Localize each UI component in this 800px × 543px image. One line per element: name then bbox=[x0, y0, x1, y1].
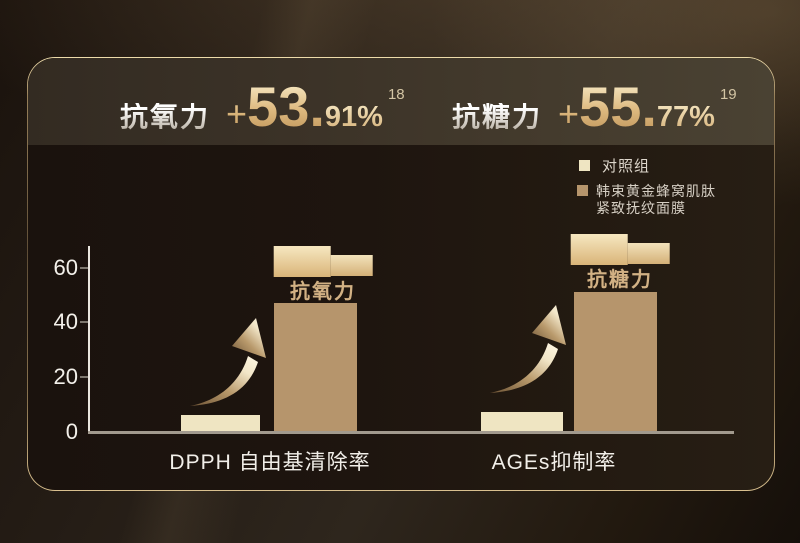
y-tick-label: 20 bbox=[53, 364, 78, 389]
y-tick-40 bbox=[80, 321, 88, 323]
y-tick-label: 0 bbox=[65, 419, 78, 444]
legend-label-line2: 紧致抚纹面膜 bbox=[596, 200, 686, 216]
annotation-value-fraction: 91% bbox=[330, 255, 373, 276]
annotation-value-line: +53. 91% bbox=[273, 246, 373, 277]
chart-panel: 抗氧力 +53. 91% 18 抗糖力 +55. 77% 19 对照组 韩束黄金… bbox=[28, 58, 774, 490]
chart-legend: 对照组 韩束黄金蜂窝肌肽 紧致抚纹面膜 bbox=[577, 158, 716, 225]
header-stat-label: 抗氧力 bbox=[120, 101, 211, 132]
y-tick-60 bbox=[80, 267, 88, 269]
annotation-value: +53. bbox=[273, 246, 331, 277]
legend-swatch-control bbox=[579, 160, 590, 171]
header-strip: 抗氧力 +53. 91% 18 抗糖力 +55. 77% 19 bbox=[28, 58, 774, 145]
growth-arrow-icon bbox=[490, 305, 566, 393]
legend-swatch-product bbox=[577, 185, 588, 196]
x-category-label-ages: AGEs抑制率 bbox=[491, 451, 617, 474]
growth-arrow-icon bbox=[190, 318, 266, 406]
x-axis-baseline bbox=[88, 431, 734, 434]
header-stat-value: +53. bbox=[226, 75, 325, 138]
bar-control-ages bbox=[481, 412, 563, 431]
header-stat-value: +55. bbox=[558, 75, 657, 138]
footnote-reference: 18 bbox=[387, 86, 405, 103]
y-axis-line bbox=[88, 246, 90, 434]
legend-item-control: 对照组 bbox=[577, 158, 716, 175]
y-tick-label: 60 bbox=[53, 255, 78, 280]
legend-label: 对照组 bbox=[602, 158, 651, 175]
footnote-reference: 19 bbox=[719, 86, 737, 103]
legend-item-product: 韩束黄金蜂窝肌肽 紧致抚纹面膜 bbox=[577, 183, 716, 217]
annotation-label: 抗糖力 bbox=[586, 269, 653, 291]
annotation-label: 抗氧力 bbox=[289, 281, 356, 303]
header-stat-antiglycation: 抗糖力 +55. 77% 19 bbox=[452, 79, 737, 135]
legend-label: 韩束黄金蜂窝肌肽 紧致抚纹面膜 bbox=[596, 183, 716, 217]
annotation-antiglycation: +55. 77% 抗糖力 bbox=[570, 234, 670, 291]
header-stat-value-fraction: 77% bbox=[656, 101, 715, 133]
header-stat-label: 抗糖力 bbox=[452, 101, 543, 132]
annotation-antioxidant: +53. 91% 抗氧力 bbox=[273, 246, 373, 303]
header-stat-antioxidant: 抗氧力 +53. 91% 18 bbox=[120, 79, 405, 135]
x-category-label-dpph: DPPH 自由基清除率 bbox=[169, 451, 371, 474]
gold-panel-border: 抗氧力 +53. 91% 18 抗糖力 +55. 77% 19 对照组 韩束黄金… bbox=[27, 57, 775, 491]
header-stat-value-fraction: 91% bbox=[324, 101, 383, 133]
annotation-value-fraction: 77% bbox=[627, 243, 670, 264]
annotation-value-line: +55. 77% bbox=[570, 234, 670, 265]
y-tick-20 bbox=[80, 376, 88, 378]
legend-label-line1: 韩束黄金蜂窝肌肽 bbox=[596, 183, 716, 199]
y-tick-label: 40 bbox=[53, 309, 78, 334]
bar-product-ages bbox=[574, 292, 657, 431]
bar-control-dpph bbox=[181, 415, 260, 431]
bar-product-dpph bbox=[274, 303, 357, 431]
annotation-value: +55. bbox=[570, 234, 628, 265]
